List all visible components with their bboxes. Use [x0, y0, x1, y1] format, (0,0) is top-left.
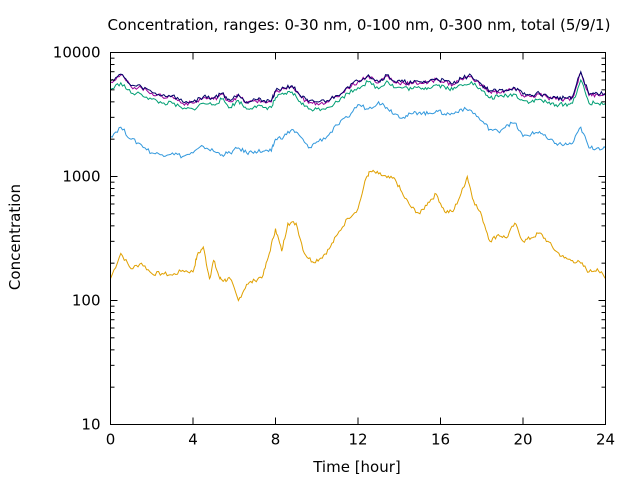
x-tick-label: 12 [348, 431, 367, 449]
x-tick-label: 24 [596, 431, 615, 449]
x-tick-label: 0 [106, 431, 116, 449]
series-line-3 [110, 78, 606, 112]
x-tick-label: 4 [188, 431, 198, 449]
y-tick-label: 1000 [62, 168, 100, 186]
y-tick-label: 10 [81, 416, 100, 434]
series-layer [110, 70, 606, 302]
series-line-2 [110, 100, 606, 159]
y-tick-label: 10000 [53, 44, 101, 62]
series-line-1 [110, 169, 606, 302]
plot-frame [110, 52, 606, 425]
x-tick-label: 20 [513, 431, 532, 449]
series-line-5 [110, 70, 606, 105]
series-line-4 [110, 71, 606, 107]
y-tick-label: 100 [72, 292, 101, 310]
axis-ticks: 0 4 8 12 16 20 24 10 100 1000 10000 [53, 44, 615, 449]
y-axis-label: Concentration [6, 184, 24, 290]
x-tick-label: 16 [431, 431, 450, 449]
x-tick-label: 8 [271, 431, 281, 449]
x-axis-label: Time [hour] [312, 458, 401, 476]
chart-title: Concentration, ranges: 0-30 nm, 0-100 nm… [108, 16, 611, 34]
